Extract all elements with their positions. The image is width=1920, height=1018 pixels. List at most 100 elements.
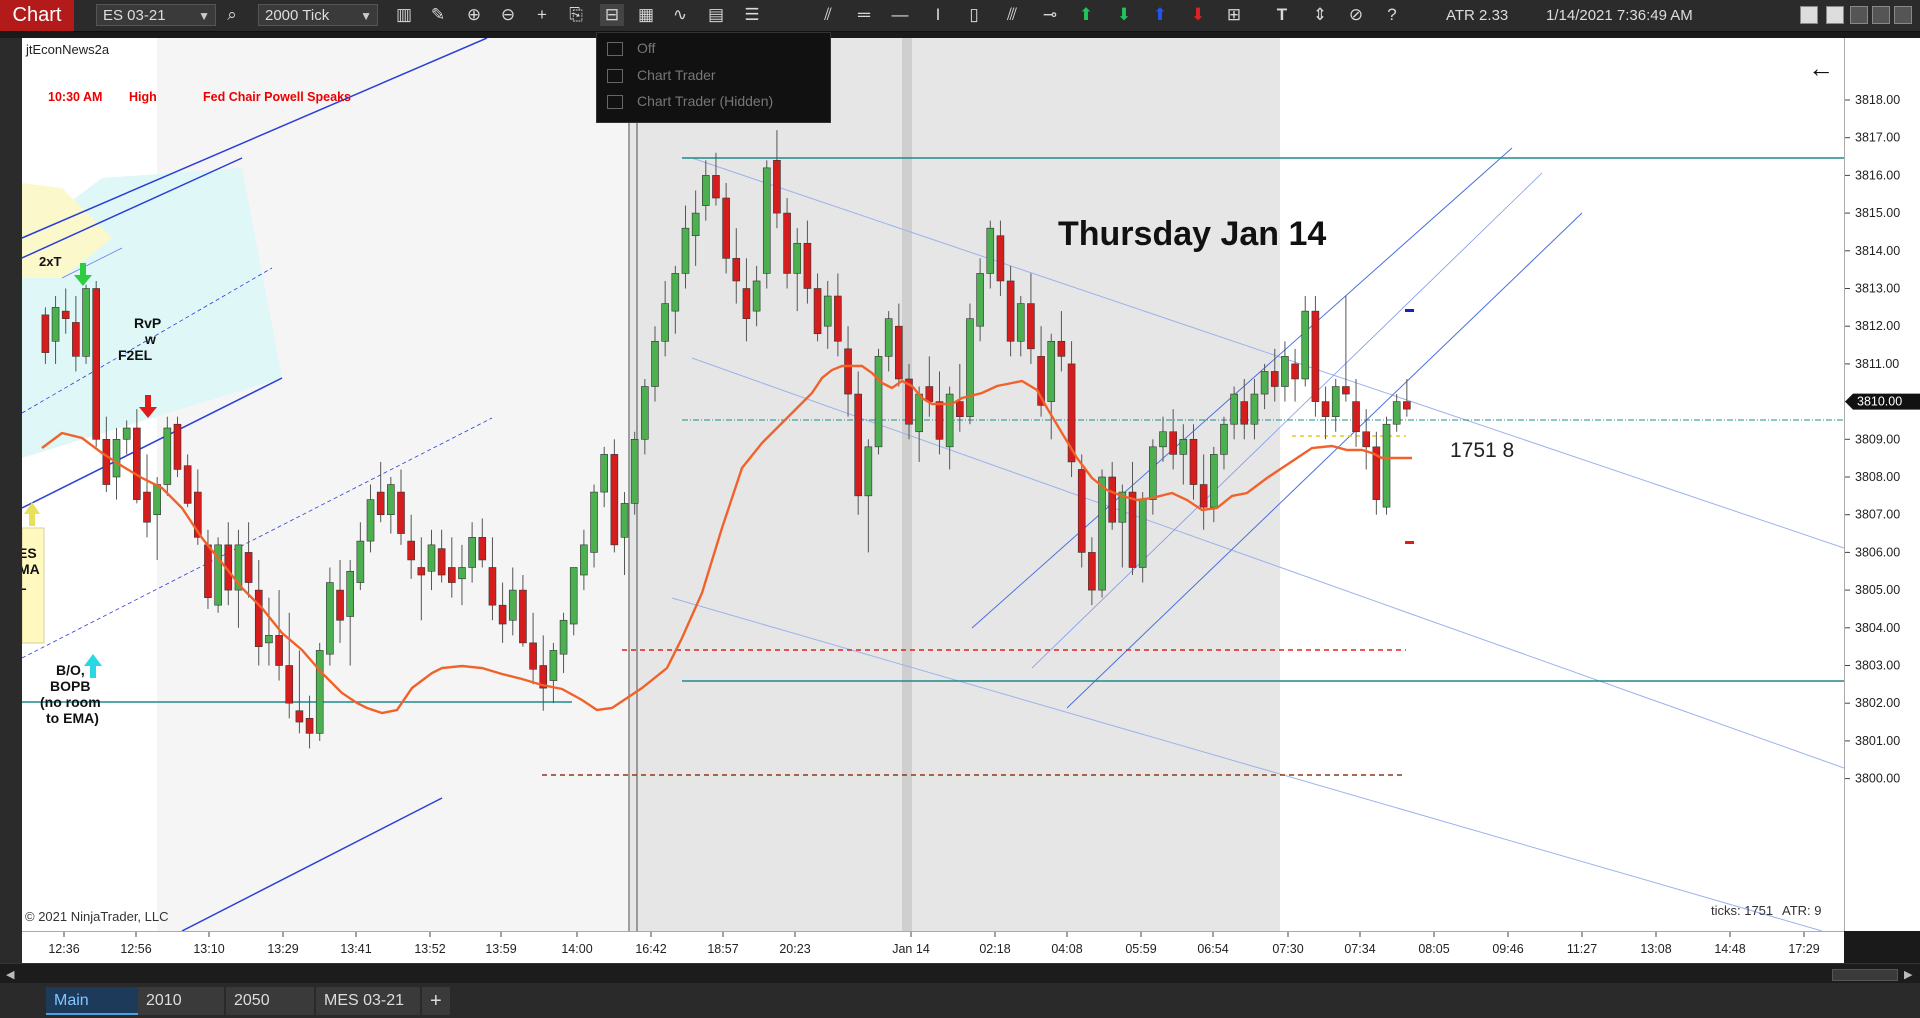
datetime-readout: 1/14/2021 7:36:49 AM [1546,7,1693,24]
candle-body [1138,499,1147,568]
line-icon[interactable]: — [891,5,909,24]
trend-line[interactable] [671,597,1823,931]
candle-body [773,160,781,214]
price-axis-canvas: 3818.00 3817.00 3816.00 3815.00 3814.00 3813.… [1845,93,1920,786]
trend-line[interactable] [61,247,123,279]
bar-style-icon[interactable]: ▥ [395,5,413,24]
price-axis[interactable]: 3818.00 3817.00 3816.00 3815.00 3814.00 3813.… [1844,38,1920,931]
trend-line[interactable] [22,417,493,659]
candle-body [854,393,863,497]
crosshair-icon[interactable]: + [537,5,547,24]
annotation-bo: to EMA) [46,710,99,726]
trend-line[interactable] [22,377,283,509]
zoom-out-icon[interactable]: ⊖ [500,5,516,24]
trend-line[interactable] [22,157,243,259]
zoom-in-icon[interactable]: ⊕ [466,5,482,24]
data-box-icon[interactable]: ⎘ [569,5,583,24]
tab-main[interactable]: Main [46,987,138,1015]
candle-body [996,235,1005,282]
candle-body [1189,438,1198,485]
candle-body [488,567,497,606]
time-axis[interactable]: 12:36 12:56 13:10 13:29 13:41 13:52 13:59 14:00… [22,931,1844,964]
horizontal-line-icon[interactable]: ═ [857,5,871,24]
candle-body [204,544,212,598]
back-arrow-icon[interactable]: ← [1808,53,1834,83]
scrollbar-thumb[interactable] [1832,969,1898,981]
window-button[interactable] [1800,6,1818,24]
scale-icon[interactable]: ⇕ [1312,5,1328,24]
candle-body [1077,469,1086,553]
help-icon[interactable]: ? [1387,5,1397,24]
vertical-line-icon[interactable]: I [935,5,941,24]
arrow-down-green-icon[interactable]: ⬇ [1116,5,1132,24]
channel-tool-icon[interactable]: ⫽ [824,5,832,24]
trend-line[interactable] [22,267,273,414]
chevron-down-icon: ▼ [198,9,210,23]
hide-drawings-icon[interactable]: ⊘ [1348,5,1364,24]
time-tick-label: 13:59 [485,942,516,956]
properties-icon[interactable]: ☰ [744,5,760,24]
candle-body [935,401,944,440]
dropdown-item-off[interactable]: Off [607,37,655,59]
instrument-selector[interactable]: ES 03-21 ▼ [96,4,216,26]
window-button[interactable] [1826,6,1844,24]
arrow-down-red-icon[interactable]: ⬇ [1190,5,1206,24]
tab-mes-03-21[interactable]: MES 03-21 [316,987,420,1015]
trend-line[interactable] [691,357,1844,769]
candle-body [905,378,913,425]
fib-tool-icon[interactable]: ⫻ [1006,5,1018,24]
add-tab-button[interactable]: + [422,987,450,1015]
templates-icon[interactable]: ▤ [707,5,725,24]
arrow-up-green-icon[interactable]: ⬆ [1078,5,1094,24]
candle-body [1027,303,1035,350]
trend-line[interactable] [22,38,488,239]
arrow-up-blue-icon[interactable]: ⬆ [1152,5,1168,24]
dropdown-item-label: Chart Trader (Hidden) [637,93,774,109]
ruler-icon[interactable]: ⊞ [1226,5,1242,24]
scroll-right-icon[interactable]: ▶ [1904,969,1913,981]
trend-line[interactable] [181,797,443,931]
horizontal-scrollbar[interactable]: ◀ ▶ [0,963,1920,984]
candle-body [1331,386,1340,417]
candle-body [834,295,842,342]
maximize-icon[interactable] [1872,6,1890,24]
chart-canvas[interactable]: jtEconNews2a 10:30 AM High Fed Chair Pow… [22,38,1844,931]
rectangle-tool-icon[interactable]: ▯ [969,5,979,24]
candle-body [1342,386,1350,395]
candle-body [691,212,700,237]
scroll-left-icon[interactable]: ◀ [6,969,15,981]
tab-2010[interactable]: 2010 [138,987,224,1015]
strategies-icon[interactable]: ∿ [672,5,688,24]
tab-2050[interactable]: 2050 [226,987,314,1015]
trend-line[interactable] [971,147,1513,629]
candle-body [417,567,426,576]
interval-selector[interactable]: 2000 Tick ▼ [258,4,378,26]
candle-body [468,537,476,568]
trend-line[interactable] [691,157,1844,549]
dropdown-item-chart-trader[interactable]: Chart Trader [607,64,716,86]
chart-trader-icon[interactable]: ⊟ [600,4,624,26]
trend-line[interactable] [1066,212,1583,709]
chart-menu-button[interactable]: Chart [0,0,74,31]
candle-body [458,567,466,580]
close-icon[interactable] [1894,6,1912,24]
text-tool-icon[interactable]: T [1276,5,1288,24]
indicator-name-label: jtEconNews2a [25,42,110,57]
pencil-icon[interactable]: ✎ [430,5,446,24]
chart-panel[interactable]: jtEconNews2a 10:30 AM High Fed Chair Pow… [22,38,1844,931]
candle-body [1159,431,1167,448]
time-tick-label: 13:10 [193,942,224,956]
candle-body [559,619,568,655]
dropdown-item-chart-trader-hidden[interactable]: Chart Trader (Hidden) [607,90,773,112]
ema-label-box [22,527,45,644]
ray-tool-icon[interactable]: ⊸ [1042,5,1058,24]
indicators-icon[interactable]: ▦ [637,5,655,24]
chart-trader-dropdown: Off Chart Trader Chart Trader (Hidden) [596,32,831,123]
search-icon[interactable]: ⌕ [227,5,237,24]
candle-body [153,484,161,516]
candle-body [1118,491,1127,523]
minimize-icon[interactable] [1850,6,1868,24]
candle-body [376,491,385,515]
price-tick-label: 3817.00 [1855,131,1900,145]
time-tick-label: 08:05 [1418,942,1449,956]
